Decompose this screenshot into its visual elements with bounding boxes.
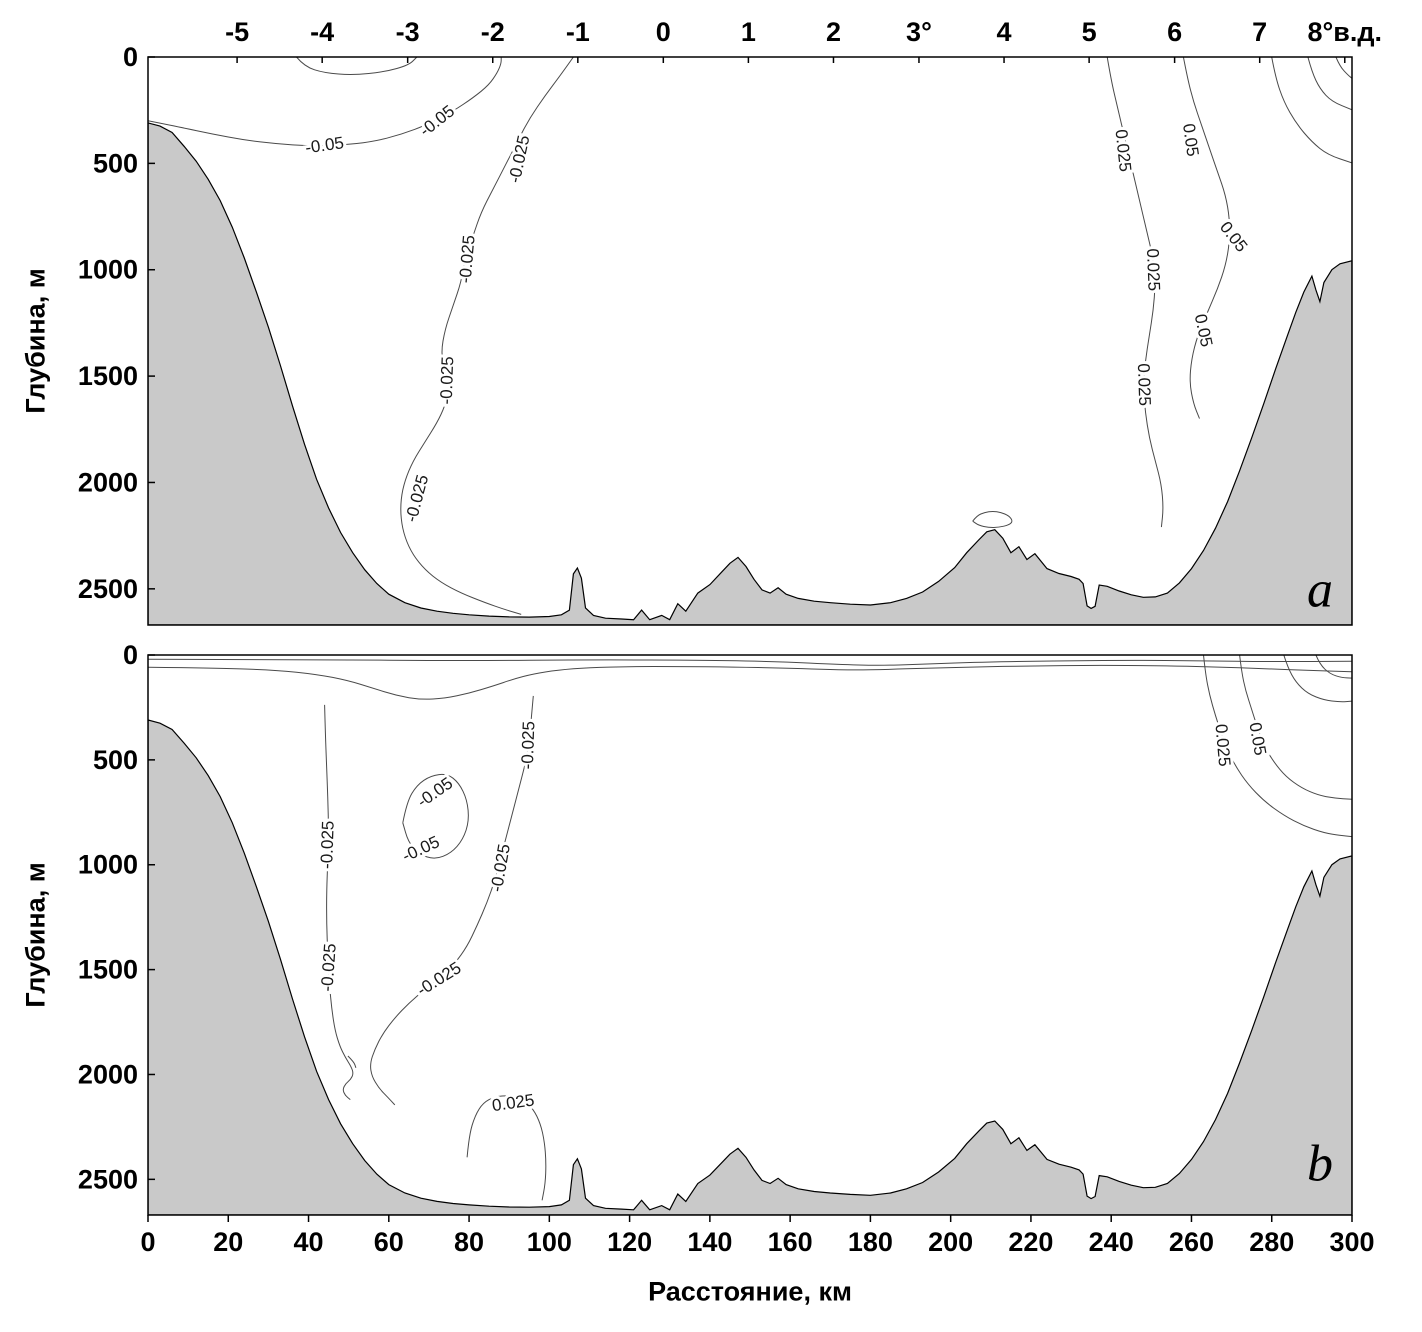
contour-line	[400, 57, 574, 615]
contour-label: 0.025	[1211, 723, 1234, 767]
contour-line	[1182, 57, 1231, 419]
contour-label: 0.025	[1112, 128, 1135, 172]
contour-line	[1203, 655, 1352, 838]
contour-line	[1106, 57, 1164, 528]
left-axis-tick-label: 0	[123, 42, 138, 72]
bottom-axis-tick-label: 80	[454, 1227, 484, 1257]
bottom-axis-tick-label: 40	[294, 1227, 324, 1257]
bottom-axis-tick-label: 240	[1089, 1227, 1134, 1257]
contour-line	[324, 704, 354, 1100]
contour-line	[296, 57, 418, 75]
top-axis-tick-label: 7	[1252, 17, 1267, 47]
contour-label: -0.05	[399, 832, 442, 866]
contour-line	[972, 510, 1013, 529]
contour-label: -0.05	[416, 101, 458, 140]
left-axis-tick-label: 2500	[78, 574, 138, 604]
contour-label: 0.025	[1134, 363, 1154, 406]
left-axis-tick-label: 1000	[78, 255, 138, 285]
contour-label: 0.05	[1245, 721, 1269, 757]
bottom-axis-tick-label: 20	[213, 1227, 243, 1257]
contour-label: -0.025	[317, 943, 339, 992]
contour-label: -0.025	[414, 958, 465, 1000]
bottom-axis-tick-label: 60	[374, 1227, 404, 1257]
bottom-axis-tick-label: 220	[1008, 1227, 1053, 1257]
contour-label: -0.025	[437, 356, 458, 405]
panel-b-border	[147, 654, 1353, 1216]
contour-label: 0.025	[1143, 248, 1163, 291]
contour-label: -0.05	[414, 774, 457, 812]
contour-label: 0.05	[1179, 122, 1202, 157]
contour-label: 0.05	[1216, 218, 1251, 256]
contour-line	[1271, 57, 1352, 164]
contour-line	[402, 773, 469, 859]
panel-a-plot: -0.05 -0.05 -0.025 -0.025 -0.025 -0.025 0.025 0…	[148, 57, 1352, 625]
bottom-axis-tick-label: 160	[768, 1227, 813, 1257]
contour-line	[466, 1095, 547, 1201]
contour-label: 0.05	[1191, 312, 1216, 348]
top-axis-tick-label: 4	[997, 17, 1012, 47]
contour-line	[1283, 655, 1352, 703]
top-axis-tick-label: 0	[656, 17, 671, 47]
top-axis-tick-label: 1	[741, 17, 756, 47]
contour-label: 0.025	[491, 1090, 536, 1115]
bottom-axis-tick-label: 100	[527, 1227, 572, 1257]
left-axis-tick-label: 0	[123, 640, 138, 670]
bottom-axis-tick-label: 260	[1169, 1227, 1214, 1257]
bottom-axis-tick-label: 180	[848, 1227, 893, 1257]
left-axis-tick-label: 2000	[78, 467, 138, 497]
left-axis-tick-label: 2500	[78, 1164, 138, 1194]
panel-b-label: b	[1307, 1135, 1333, 1193]
bottom-axis-tick-label: 120	[607, 1227, 652, 1257]
top-axis-tick-label: -4	[310, 17, 334, 47]
distance-axis-title: Расстояние, км	[648, 1276, 852, 1307]
depth-axis-title-b: Глубина, м	[20, 862, 51, 1008]
contour-line	[370, 695, 534, 1106]
contour-line	[1239, 655, 1352, 800]
contour-label: -0.025	[518, 721, 539, 770]
left-axis-tick-label: 1500	[78, 955, 138, 985]
bottom-axis-tick-label: 300	[1329, 1227, 1374, 1257]
contour-label: -0.025	[505, 134, 534, 185]
left-axis-tick-label: 2000	[78, 1059, 138, 1089]
top-axis-tick-label: -2	[481, 17, 505, 47]
panel-a-label: a	[1307, 561, 1333, 619]
top-axis-tick-label: -3	[396, 17, 420, 47]
top-axis-tick-label: 2	[826, 17, 841, 47]
contour-line	[148, 658, 1352, 666]
contour-line	[148, 664, 1352, 700]
left-axis-tick-label: 1500	[78, 361, 138, 391]
top-axis-tick-label: 5	[1082, 17, 1097, 47]
bottom-axis-tick-label: 200	[928, 1227, 973, 1257]
panel-b-plot: -0.025 -0.025 -0.025 -0.025 -0.025 -0.05 -0.05…	[148, 655, 1352, 1215]
top-axis-tick-label: -1	[566, 17, 590, 47]
contour-label: -0.05	[304, 133, 345, 157]
left-axis-tick-label: 1000	[78, 850, 138, 880]
depth-axis-title-a: Глубина, м	[20, 268, 51, 414]
left-axis-tick-label: 500	[93, 745, 138, 775]
contour-line	[347, 1055, 357, 1068]
bottom-axis-tick-label: 0	[140, 1227, 155, 1257]
top-axis-tick-label: 8°в.д.	[1307, 17, 1382, 47]
contour-line	[148, 57, 502, 147]
left-axis-tick-label: 500	[93, 148, 138, 178]
bottom-axis-tick-label: 140	[687, 1227, 732, 1257]
panel-a-border	[147, 56, 1353, 626]
contour-line	[1307, 57, 1352, 111]
bottom-axis-tick-label: 280	[1249, 1227, 1294, 1257]
contour-label: -0.025	[456, 234, 479, 284]
contour-line	[1315, 655, 1352, 679]
top-axis-tick-label: -5	[225, 17, 249, 47]
top-axis-tick-label: 3°	[906, 17, 932, 47]
contour-line	[1335, 57, 1352, 79]
contour-label: -0.025	[487, 843, 514, 894]
contour-label: -0.025	[401, 473, 432, 524]
contour-label: -0.025	[317, 820, 338, 869]
top-axis-tick-label: 6	[1167, 17, 1182, 47]
bathymetry-b	[148, 719, 1352, 1215]
bathymetry-a	[148, 122, 1352, 625]
